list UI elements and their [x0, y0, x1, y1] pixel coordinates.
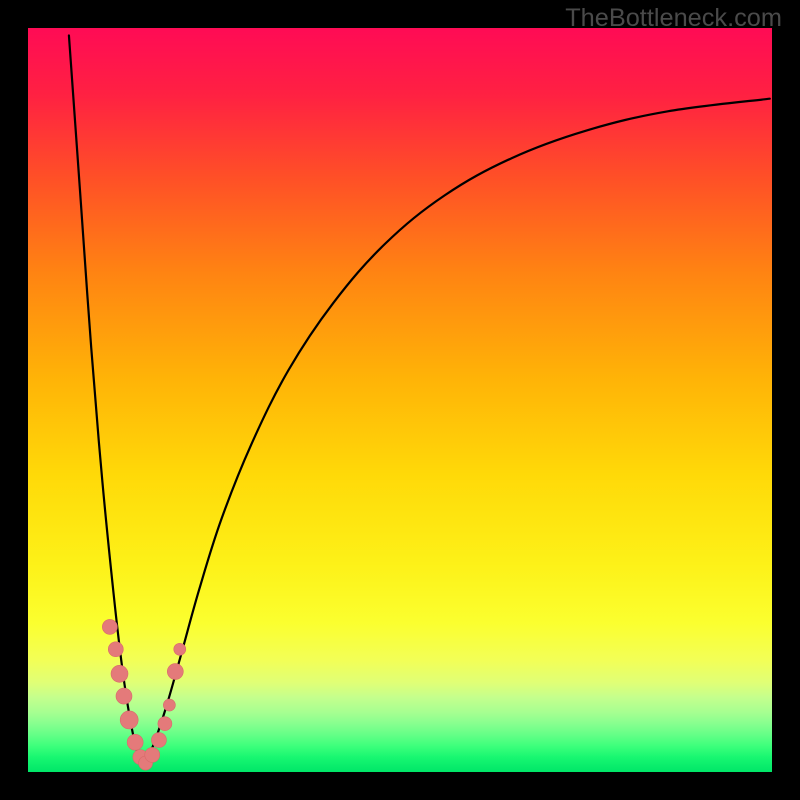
data-marker: [111, 665, 128, 682]
plot-area: [28, 28, 772, 772]
left-curve: [69, 35, 143, 766]
data-marker: [174, 643, 186, 655]
watermark-credit: TheBottleneck.com: [565, 4, 782, 33]
data-marker: [163, 699, 175, 711]
data-marker: [127, 734, 143, 750]
figure-root: TheBottleneck.com: [0, 0, 800, 800]
bottleneck-curve-svg: [28, 28, 772, 772]
right-curve: [143, 99, 769, 766]
data-marker: [151, 733, 166, 748]
data-marker: [167, 664, 183, 680]
data-marker: [108, 642, 123, 657]
data-marker: [158, 717, 172, 731]
data-marker: [120, 711, 138, 729]
data-marker: [116, 688, 132, 704]
data-marker: [145, 747, 160, 762]
data-marker: [102, 619, 117, 634]
